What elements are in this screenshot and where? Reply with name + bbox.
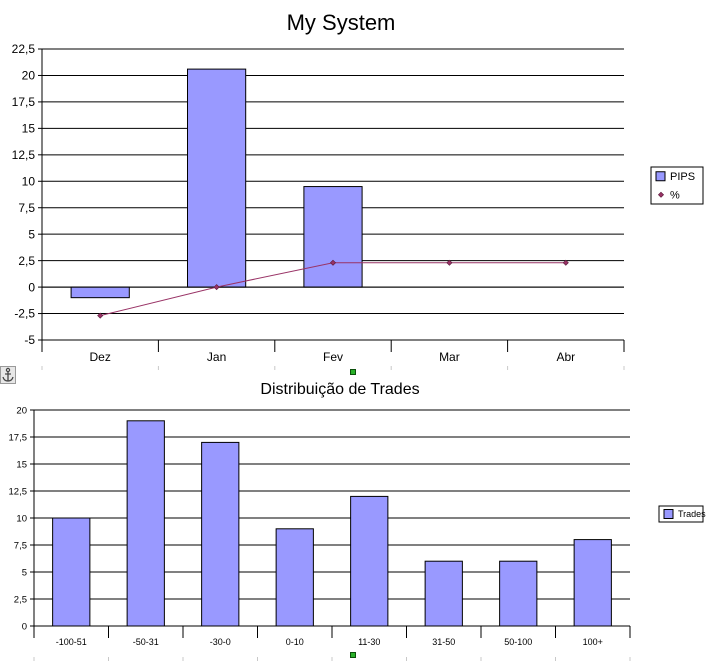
chart2-bar-010 bbox=[275, 528, 314, 627]
chart1-y-tick-label: 0 bbox=[28, 280, 35, 294]
chart1-legend-label: PIPS bbox=[670, 171, 695, 183]
chart1-bar-fev bbox=[303, 186, 363, 288]
chart1-y-tick-label: 22,5 bbox=[12, 42, 36, 56]
chart1-y-tick-label: 17,5 bbox=[12, 95, 36, 109]
chart2-legend-swatch bbox=[663, 509, 674, 519]
chart2-y-tick-label: 15 bbox=[16, 459, 27, 470]
chart2-x-tick-label: 31-50 bbox=[432, 637, 455, 647]
chart2-x-tick-label: -50-31 bbox=[133, 637, 159, 647]
chart1-y-tick-label: -5 bbox=[24, 333, 35, 347]
chart1-legend-swatch bbox=[657, 191, 665, 198]
chart1-line-marker bbox=[562, 259, 569, 266]
chart1-line-marker bbox=[446, 259, 453, 266]
chart1-line-marker bbox=[213, 284, 220, 291]
chart2-bar-100 bbox=[573, 539, 612, 627]
chart2-x-tick-label: -30-0 bbox=[210, 637, 231, 647]
chart1-x-tick-label: Abr bbox=[556, 350, 575, 364]
chart1-selection-handle[interactable] bbox=[350, 369, 356, 375]
chart1-line-marker bbox=[97, 312, 104, 319]
chart2-bar-5031 bbox=[126, 420, 165, 627]
chart2-x-tick-label: -100-51 bbox=[56, 637, 87, 647]
chart2-y-tick-label: 7,5 bbox=[14, 540, 27, 551]
chart1-y-tick-label: 2,5 bbox=[18, 254, 35, 268]
chart1-title: My System bbox=[287, 10, 396, 35]
chart2-y-tick-label: 12,5 bbox=[9, 486, 28, 497]
chart1-x-tick-label: Mar bbox=[439, 350, 460, 364]
chart1-bar-dez bbox=[70, 286, 130, 299]
chart2-y-tick-label: 0 bbox=[22, 621, 27, 632]
chart2-x-tick-label: 0-10 bbox=[286, 637, 304, 647]
chart1-bar-jan bbox=[187, 68, 247, 288]
chart2-bar-300 bbox=[201, 441, 240, 627]
chart1-y-tick-label: 10 bbox=[22, 174, 36, 188]
chart2-selection-handle[interactable] bbox=[350, 652, 356, 658]
chart2-y-tick-label: 5 bbox=[22, 567, 27, 578]
chart2-x-tick-label: 11-30 bbox=[358, 637, 380, 647]
chart1-y-tick-label: 5 bbox=[28, 227, 35, 241]
chart1-y-tick-label: 12,5 bbox=[12, 148, 36, 162]
chart2-y-tick-label: 2,5 bbox=[14, 594, 27, 605]
chart2-bar-50100 bbox=[499, 560, 538, 627]
chart2-y-tick-label: 10 bbox=[16, 513, 27, 524]
chart1-x-tick-label: Fev bbox=[323, 350, 343, 364]
chart2-bar-10051 bbox=[52, 517, 91, 627]
chart2-bar-3150 bbox=[424, 560, 463, 627]
chart2-bar-1130 bbox=[350, 495, 389, 627]
chart1-y-tick-label: 15 bbox=[22, 122, 36, 136]
chart1-x-tick-label: Dez bbox=[90, 350, 111, 364]
chart2-y-tick-label: 17,5 bbox=[9, 432, 28, 443]
chart2-x-tick-label: 100+ bbox=[583, 637, 603, 647]
chart2-legend-label: Trades bbox=[678, 509, 706, 519]
chart1-legend-swatch bbox=[655, 171, 666, 182]
chart2-y-tick-label: 20 bbox=[16, 405, 27, 416]
chart1-legend-label: % bbox=[670, 190, 680, 202]
chart1-y-tick-label: -2,5 bbox=[14, 307, 35, 321]
chart1-x-tick-label: Jan bbox=[207, 350, 226, 364]
anchor-icon[interactable] bbox=[0, 366, 16, 384]
chart1-y-tick-label: 20 bbox=[22, 69, 36, 83]
chart2-title: Distribuição de Trades bbox=[260, 381, 419, 398]
chart1-y-tick-label: 7,5 bbox=[18, 201, 35, 215]
chart1-line-marker bbox=[329, 259, 337, 266]
chart2-x-tick-label: 50-100 bbox=[504, 637, 532, 647]
